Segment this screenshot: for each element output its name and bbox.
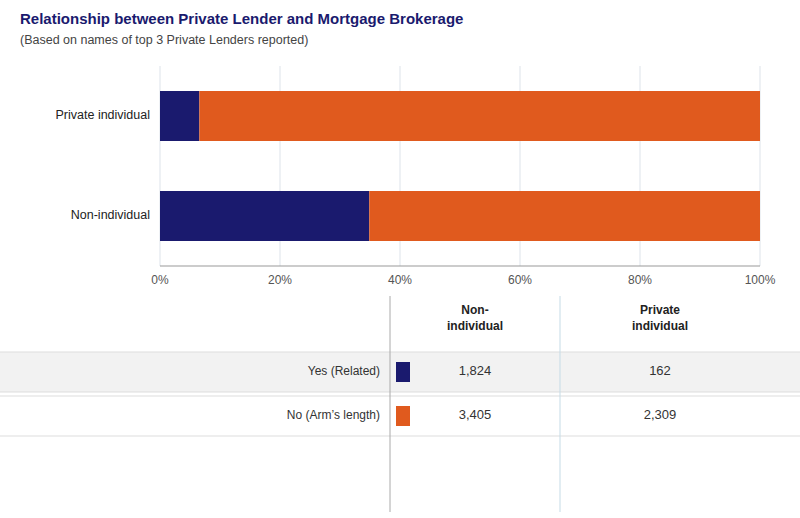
bar xyxy=(369,191,760,241)
x-tick-label: 20% xyxy=(268,273,292,287)
x-tick-label: 0% xyxy=(151,273,169,287)
legend-swatch xyxy=(396,406,410,426)
subtitle: (Based on names of top 3 Private Lenders… xyxy=(20,33,308,47)
chart: Relationship between Private Lender and … xyxy=(0,0,800,518)
table-header-line: Private xyxy=(640,303,680,317)
table-header: Private individual xyxy=(632,303,688,333)
table-value: 162 xyxy=(649,363,671,378)
x-tick-label: 100% xyxy=(745,273,776,287)
legend-swatch xyxy=(396,362,410,382)
table-rule xyxy=(0,396,800,397)
table-divider xyxy=(390,296,391,512)
category-label: Private individual xyxy=(56,108,151,122)
title: Relationship between Private Lender and … xyxy=(20,10,463,27)
category-label: Non-individual xyxy=(71,208,150,222)
table-rule xyxy=(0,436,800,437)
table-header-line: individual xyxy=(447,319,503,333)
x-axis-line xyxy=(160,266,760,267)
bar xyxy=(160,191,369,241)
table-row-bg xyxy=(0,352,800,392)
table-rule xyxy=(0,392,800,393)
grid xyxy=(160,66,760,266)
x-tick-label: 80% xyxy=(628,273,652,287)
legend-label: Yes (Related) xyxy=(308,364,380,378)
table-value: 3,405 xyxy=(459,407,492,422)
table-rule xyxy=(0,352,800,353)
bars xyxy=(160,91,760,241)
table-value: 1,824 xyxy=(459,363,492,378)
bar xyxy=(160,91,199,141)
table-header-line: Non- xyxy=(461,303,488,317)
x-tick-label: 60% xyxy=(508,273,532,287)
table-divider xyxy=(560,296,561,512)
legend-label: No (Arm’s length) xyxy=(287,408,380,422)
table-value: 2,309 xyxy=(644,407,677,422)
table-header-line: individual xyxy=(632,319,688,333)
bar xyxy=(199,91,760,141)
table-header: Non-individual xyxy=(447,303,503,333)
x-tick-label: 40% xyxy=(388,273,412,287)
